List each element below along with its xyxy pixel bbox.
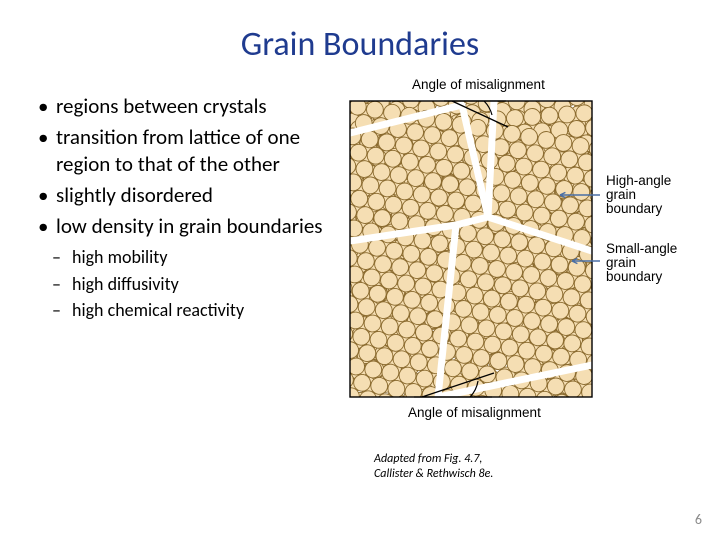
bullet-item: low density in grain boundaries	[36, 213, 336, 240]
svg-text:Angle of misalignment: Angle of misalignment	[412, 77, 545, 92]
sub-bullet-list: high mobility high diffusivity high chem…	[36, 245, 336, 322]
main-bullet-list: regions between crystals transition from…	[36, 93, 336, 239]
sub-bullet-item: high chemical reactivity	[36, 298, 336, 322]
caption-line: Adapted from Fig. 4.7,	[374, 452, 493, 467]
svg-text:High-anglegrainboundary: High-anglegrainboundary	[606, 173, 671, 216]
grain-boundary-figure: Angle of misalignment Angle of misalignme…	[344, 75, 688, 433]
bullet-column: regions between crystals transition from…	[36, 93, 336, 324]
figure-column: Angle of misalignmentAngle of misalignme…	[344, 93, 684, 324]
bullet-item: slightly disordered	[36, 182, 336, 209]
svg-text:Angle of misalignment: Angle of misalignment	[408, 405, 541, 420]
figure-caption: Adapted from Fig. 4.7, Callister & Rethw…	[374, 452, 493, 482]
svg-text:Small-anglegrainboundary: Small-anglegrainboundary	[606, 241, 677, 284]
page-number: 6	[695, 511, 702, 528]
caption-line: Callister & Rethwisch 8e.	[374, 467, 493, 482]
sub-bullet-item: high mobility	[36, 245, 336, 269]
slide-title: Grain Boundaries	[36, 24, 684, 65]
content-row: regions between crystals transition from…	[36, 93, 684, 324]
bullet-item: regions between crystals	[36, 93, 336, 120]
sub-bullet-item: high diffusivity	[36, 272, 336, 296]
bullet-item: transition from lattice of one region to…	[36, 124, 336, 178]
slide: Grain Boundaries regions between crystal…	[0, 0, 720, 540]
